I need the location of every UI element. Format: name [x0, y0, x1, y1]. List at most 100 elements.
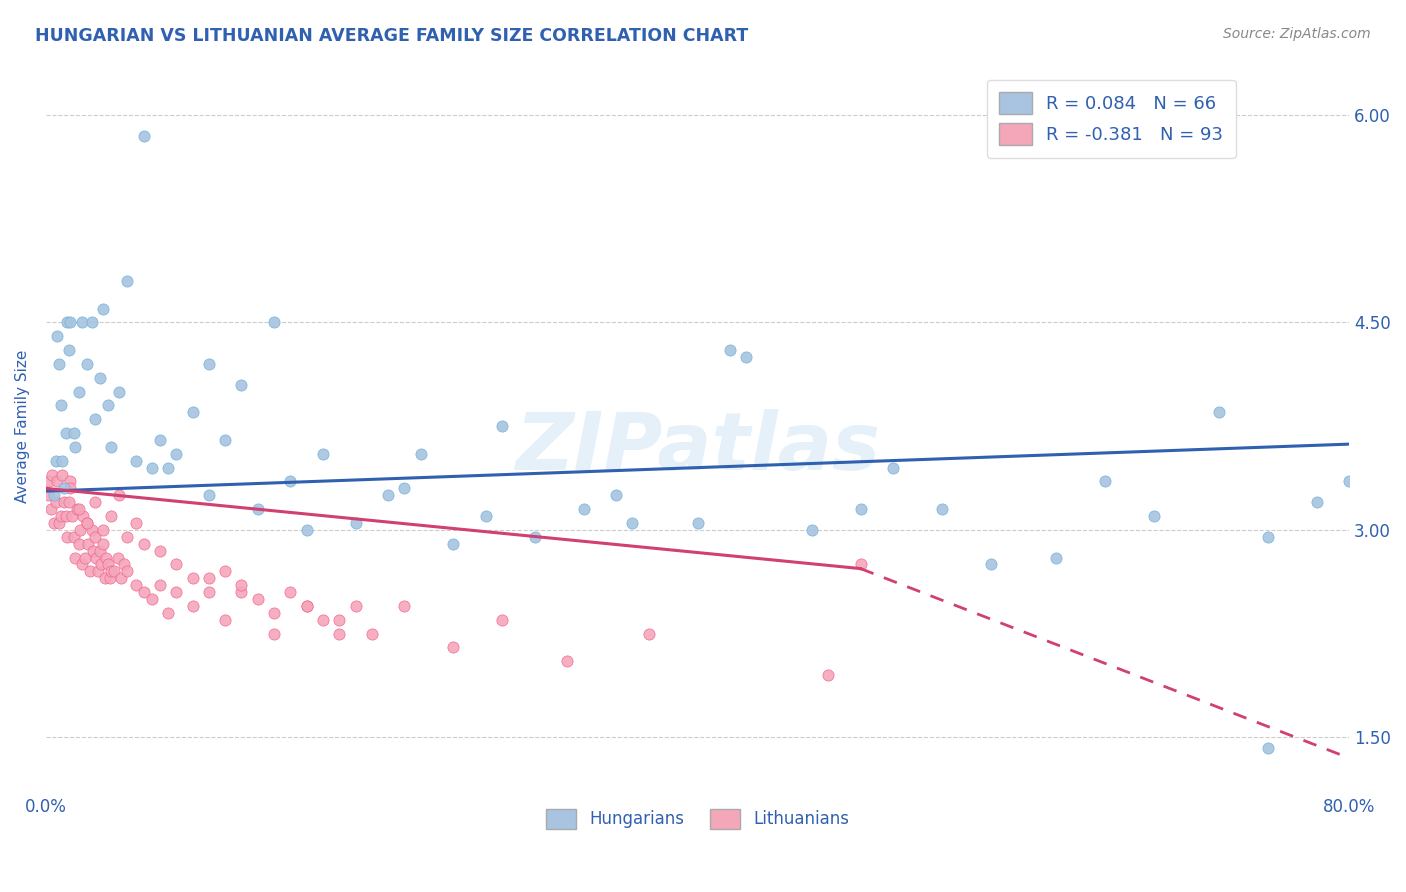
Point [76, 357, 98, 371]
Point [77, 537, 100, 551]
Point [295, 599, 318, 613]
Point [49, 509, 72, 524]
Point [37, 488, 59, 502]
Point [124, 516, 146, 530]
Point [263, 606, 285, 620]
Point [100, 565, 122, 579]
Point [93, 571, 115, 585]
Point [100, 440, 122, 454]
Point [231, 585, 253, 599]
Point [165, 558, 187, 572]
Point [849, 502, 872, 516]
Point [849, 558, 872, 572]
Point [45, 495, 67, 509]
Point [475, 509, 498, 524]
Point [149, 433, 172, 447]
Point [605, 488, 627, 502]
Point [931, 502, 953, 516]
Point [91, 301, 114, 316]
Point [58, 495, 80, 509]
Point [49, 398, 72, 412]
Point [89, 370, 111, 384]
Point [280, 475, 302, 489]
Point [572, 502, 595, 516]
Point [377, 488, 399, 502]
Point [214, 613, 236, 627]
Point [124, 578, 146, 592]
Point [97, 558, 120, 572]
Point [66, 502, 89, 516]
Point [882, 460, 904, 475]
Point [87, 565, 110, 579]
Point [52, 481, 75, 495]
Point [141, 592, 163, 607]
Point [491, 419, 513, 434]
Point [60, 509, 83, 524]
Point [980, 558, 1002, 572]
Point [86, 550, 108, 565]
Point [103, 565, 125, 579]
Point [39, 502, 62, 516]
Point [117, 274, 139, 288]
Point [80, 523, 103, 537]
Point [718, 343, 741, 357]
Point [157, 460, 180, 475]
Point [117, 565, 139, 579]
Point [181, 405, 204, 419]
Point [83, 530, 105, 544]
Point [48, 516, 70, 530]
Point [360, 626, 382, 640]
Point [59, 315, 82, 329]
Point [141, 460, 163, 475]
Point [91, 523, 114, 537]
Point [1094, 475, 1116, 489]
Point [198, 571, 221, 585]
Point [70, 558, 93, 572]
Point [312, 447, 335, 461]
Point [59, 475, 82, 489]
Point [198, 357, 221, 371]
Point [48, 357, 70, 371]
Point [555, 654, 578, 668]
Point [441, 640, 464, 655]
Point [58, 343, 80, 357]
Point [344, 599, 367, 613]
Point [165, 447, 187, 461]
Point [165, 585, 187, 599]
Text: HUNGARIAN VS LITHUANIAN AVERAGE FAMILY SIZE CORRELATION CHART: HUNGARIAN VS LITHUANIAN AVERAGE FAMILY S… [35, 27, 748, 45]
Point [62, 425, 84, 440]
Text: ZIPatlas: ZIPatlas [515, 409, 880, 487]
Point [295, 523, 318, 537]
Point [56, 530, 79, 544]
Point [80, 315, 103, 329]
Point [295, 599, 318, 613]
Point [1305, 495, 1327, 509]
Point [149, 578, 172, 592]
Point [108, 488, 131, 502]
Point [344, 516, 367, 530]
Point [65, 440, 87, 454]
Point [52, 495, 75, 509]
Legend: Hungarians, Lithuanians: Hungarians, Lithuanians [540, 802, 856, 836]
Point [56, 315, 79, 329]
Point [263, 626, 285, 640]
Point [76, 516, 98, 530]
Point [97, 398, 120, 412]
Point [181, 571, 204, 585]
Point [67, 384, 90, 399]
Point [817, 668, 839, 682]
Point [637, 626, 659, 640]
Point [246, 592, 269, 607]
Point [621, 516, 644, 530]
Point [42, 516, 65, 530]
Point [100, 509, 122, 524]
Point [394, 599, 416, 613]
Point [42, 488, 65, 502]
Point [110, 571, 132, 585]
Point [46, 475, 69, 489]
Point [98, 571, 121, 585]
Point [65, 550, 87, 565]
Point [491, 613, 513, 627]
Point [89, 543, 111, 558]
Point [124, 453, 146, 467]
